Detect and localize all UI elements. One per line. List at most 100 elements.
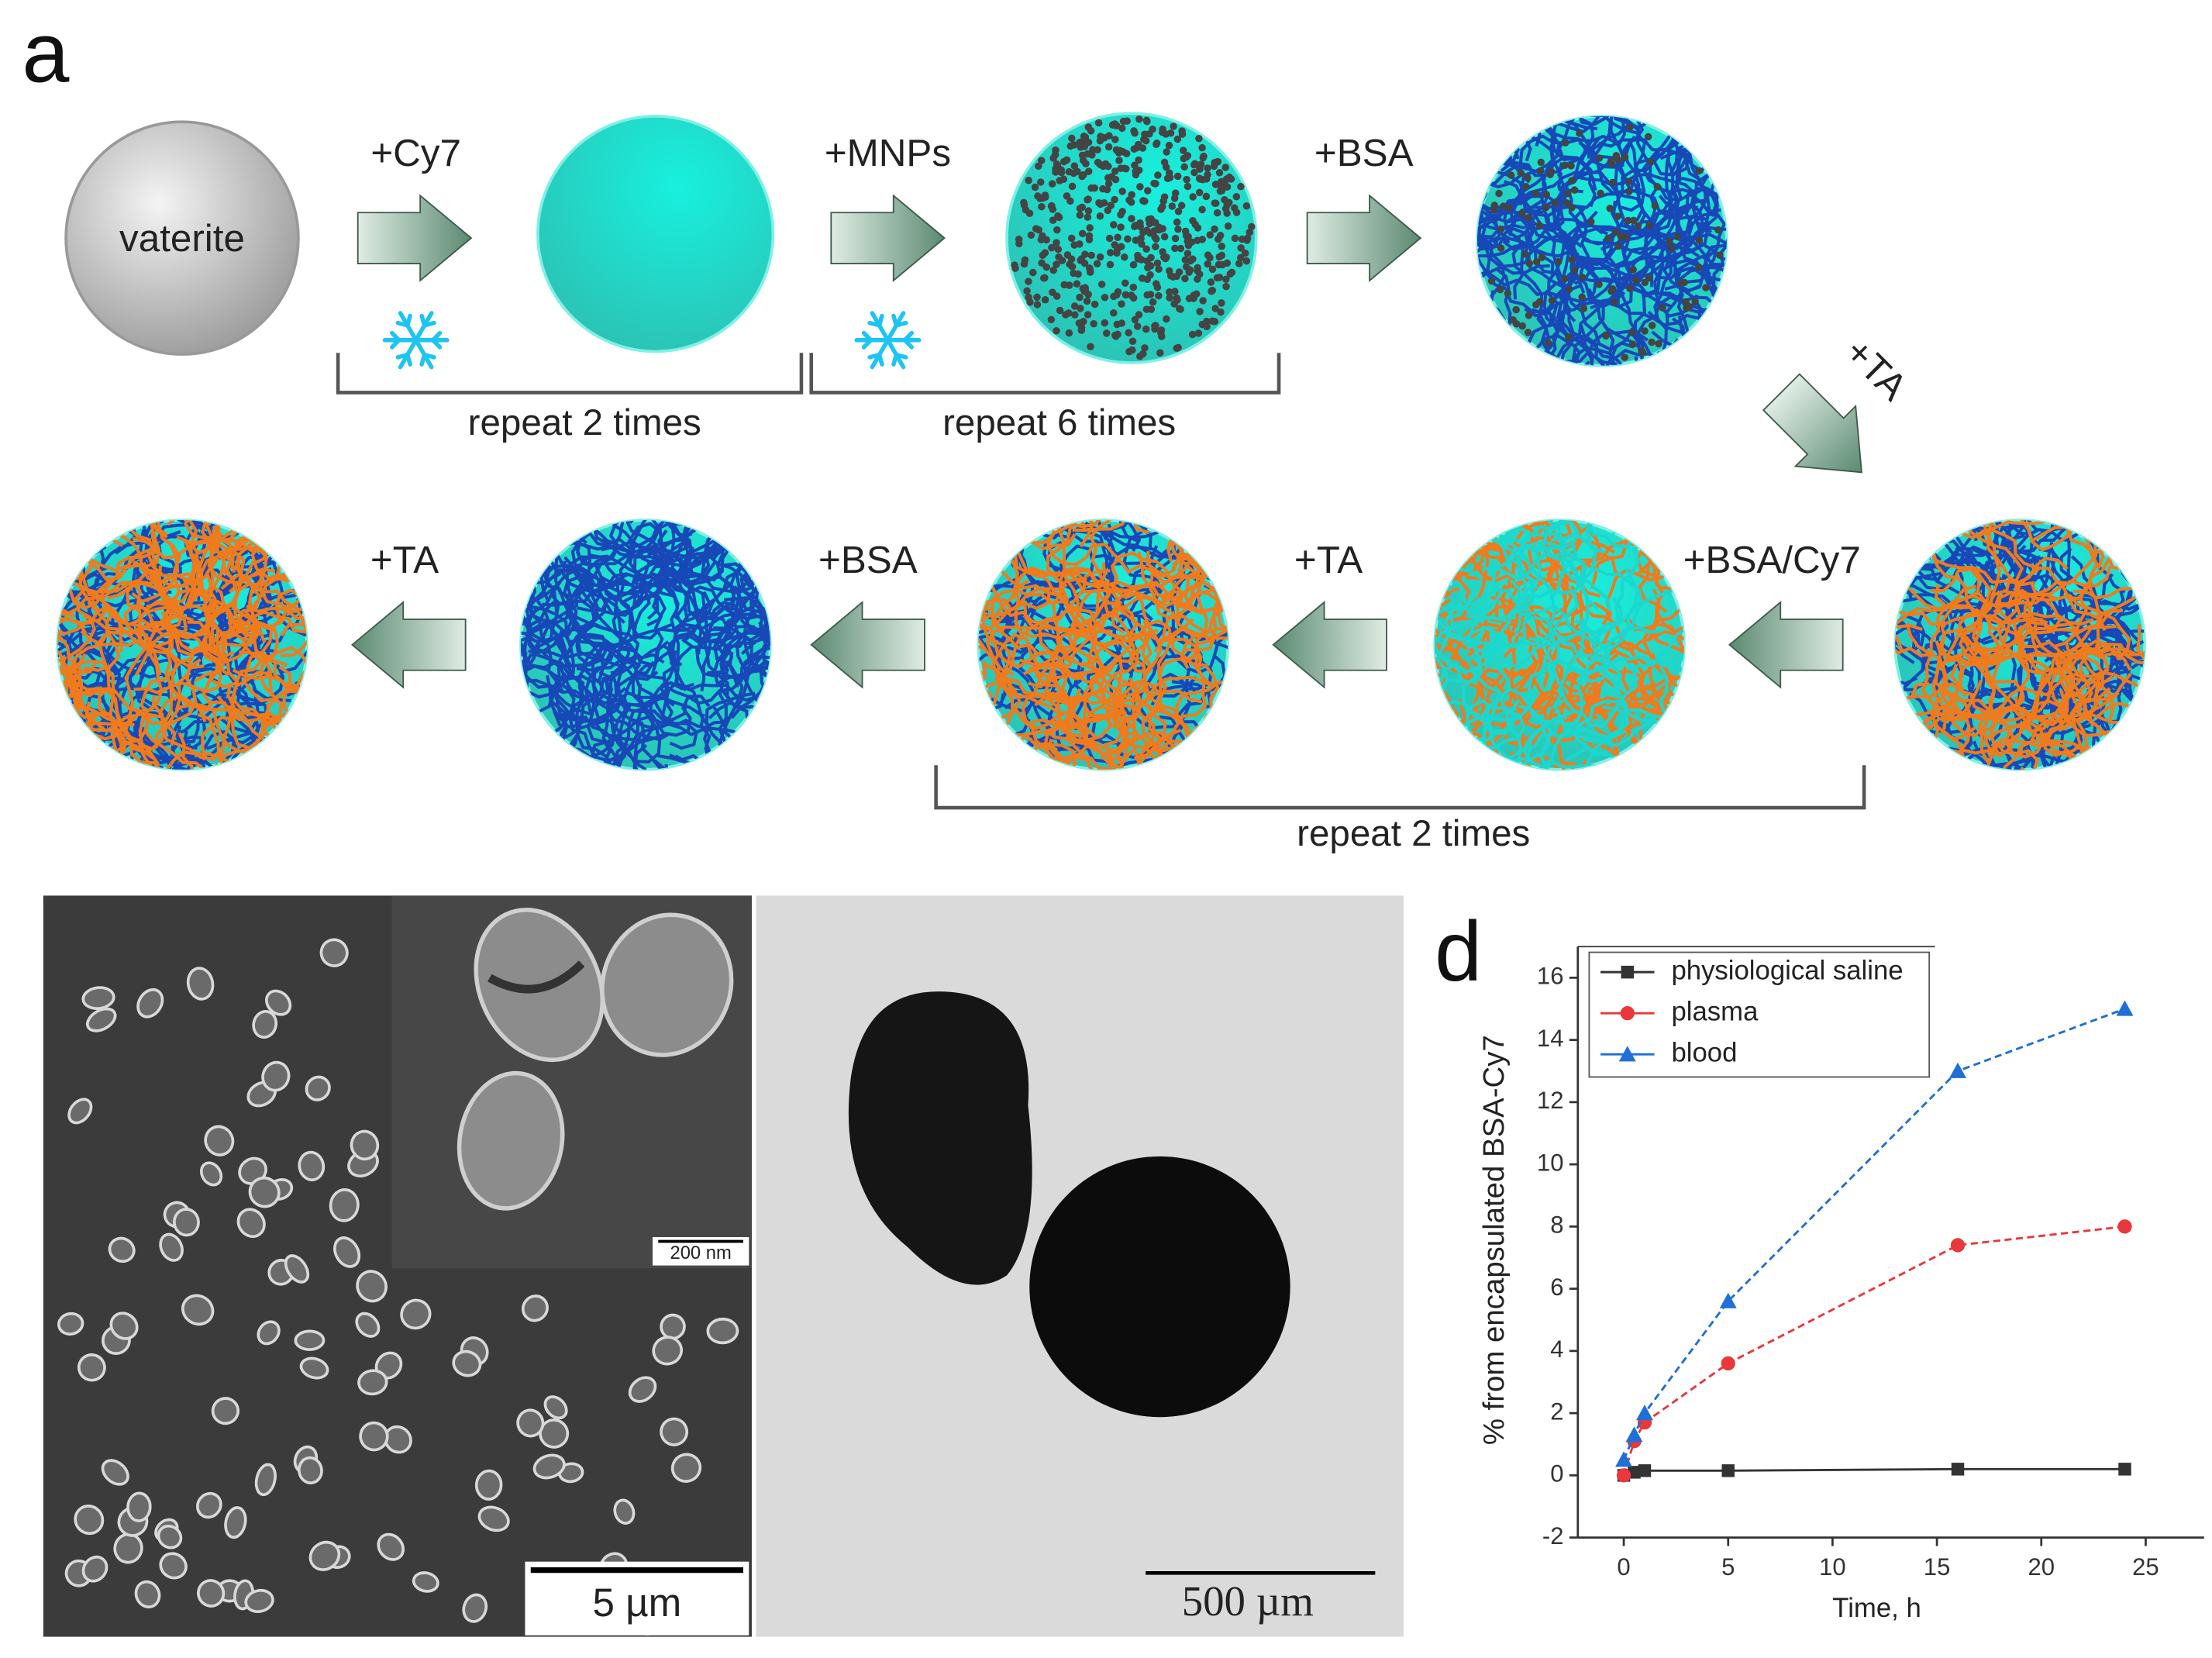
fiber: [2063, 764, 2126, 770]
fiber: [1063, 657, 1167, 760]
nanoparticle: [1644, 133, 1652, 141]
nanoparticle: [1097, 133, 1104, 140]
fiber: [206, 760, 278, 770]
nanoparticle: [1076, 211, 1084, 219]
fiber: [57, 689, 129, 729]
nanoparticle: [1084, 207, 1093, 215]
nanoparticle: [1217, 308, 1225, 316]
fiber: [1156, 519, 1228, 532]
series-line: [1622, 1225, 2125, 1476]
fiber: [989, 582, 1103, 687]
snowflake: [382, 311, 450, 370]
nanoparticle: [1153, 259, 1162, 267]
fiber: [1635, 546, 1684, 626]
fiber: [1590, 519, 1682, 589]
nanoparticle: [1056, 177, 1063, 184]
nanoparticle: [1218, 251, 1226, 260]
fiber: [91, 713, 160, 770]
fiber: [598, 670, 698, 770]
fiber: [561, 560, 716, 595]
fiber: [1435, 698, 1466, 770]
data-point: [1721, 1464, 1735, 1477]
nanoparticle: [1049, 205, 1057, 213]
particle: [377, 1532, 405, 1561]
nanoparticle: [1067, 234, 1076, 243]
fiber: [1483, 519, 1601, 562]
nanoparticle: [1129, 294, 1138, 302]
particle: [359, 1421, 389, 1452]
nanoparticle: [1695, 263, 1703, 271]
nanoparticle: [1207, 278, 1215, 286]
scale-label: 500 µm: [1182, 1577, 1314, 1625]
fiber: [1942, 617, 2048, 722]
y-tick-label: 8: [1550, 1212, 1563, 1239]
nanoparticle: [1715, 251, 1724, 259]
nanoparticle: [1217, 182, 1225, 191]
step-label: +TA: [1294, 539, 1363, 581]
particle: [516, 1408, 545, 1438]
fiber: [1435, 569, 1471, 618]
nanoparticle: [1173, 296, 1181, 304]
fiber: [1516, 519, 1573, 539]
sphere: [519, 519, 772, 771]
legend-label: plasma: [1671, 997, 1759, 1026]
fiber: [1895, 519, 1942, 562]
arrow: [810, 601, 925, 689]
nanoparticle: [1532, 301, 1540, 309]
y-tick-label: 14: [1537, 1025, 1564, 1052]
nanoparticle: [1521, 183, 1530, 191]
nanoparticle: [1076, 138, 1084, 146]
nanoparticle: [1118, 319, 1126, 327]
fiber: [1501, 519, 1587, 526]
fiber: [2064, 519, 2129, 560]
fiber: [1980, 614, 2132, 671]
nanoparticle: [1607, 157, 1615, 166]
nanoparticle: [1106, 249, 1115, 257]
nanoparticle: [1177, 244, 1185, 253]
legend-label: physiological saline: [1671, 956, 1903, 985]
fiber: [1013, 566, 1127, 625]
fiber: [520, 600, 575, 643]
nanoparticle: [1170, 122, 1177, 130]
nanoparticle: [1174, 207, 1183, 215]
nanoparticle: [1235, 260, 1243, 267]
nanoparticle: [1237, 182, 1245, 191]
nanoparticle: [1587, 218, 1595, 226]
fiber: [1514, 519, 1586, 637]
nanoparticle: [1011, 264, 1019, 272]
nanoparticle: [1104, 206, 1112, 215]
nanoparticle: [1673, 233, 1682, 241]
fiber: [2132, 519, 2145, 565]
nanoparticle: [1169, 273, 1177, 281]
fiber: [697, 612, 770, 683]
particle: [77, 1353, 106, 1382]
sphere: [1005, 112, 1258, 364]
crack: [488, 960, 585, 994]
nanoparticle: [1634, 222, 1642, 230]
fiber: [2086, 519, 2145, 550]
fiber: [1985, 764, 2048, 770]
fiber: [1683, 353, 1727, 366]
nanoparticle: [1208, 286, 1217, 295]
fiber: [1633, 622, 1684, 708]
data-point: [1719, 1292, 1737, 1308]
nanoparticle: [1153, 280, 1160, 288]
fiber: [57, 674, 60, 770]
fiber: [1518, 134, 1567, 233]
fiber: [1997, 592, 2131, 661]
fiber: [1463, 584, 1514, 735]
fiber: [2031, 525, 2100, 650]
nanoparticle: [1537, 158, 1545, 167]
nanoparticle: [1033, 301, 1042, 309]
data-point: [1616, 1468, 1631, 1483]
fiber: [765, 758, 770, 770]
nanoparticle: [1223, 259, 1232, 267]
fiber: [978, 571, 1051, 624]
fiber: [1495, 205, 1598, 308]
nanoparticle: [1041, 295, 1049, 304]
fiber: [282, 682, 307, 770]
nanoparticle: [1171, 288, 1179, 295]
particle: [159, 1232, 184, 1262]
step-label: +BSA/Cy7: [1683, 539, 1861, 581]
fiber: [1053, 719, 1090, 770]
